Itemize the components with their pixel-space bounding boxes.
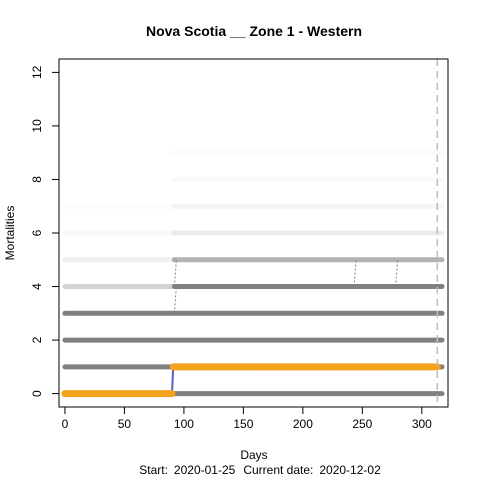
x-tick-label: 0 [62, 417, 69, 431]
y-tick-label: 8 [30, 176, 44, 183]
x-tick-label: 100 [174, 417, 194, 431]
y-axis-label: Mortalities [3, 206, 17, 261]
x-tick-label: 250 [352, 417, 372, 431]
y-tick-label: 6 [30, 229, 44, 236]
x-tick-label: 200 [293, 417, 313, 431]
y-tick-label: 4 [30, 283, 44, 290]
series-layer [61, 363, 441, 398]
x-axis-label: Days [240, 448, 267, 462]
grey-step-line [395, 259, 399, 287]
plot-frame [58, 58, 449, 408]
y-tick-label: 0 [30, 390, 44, 397]
grey-step-line [173, 259, 177, 287]
grey-step-line [173, 286, 177, 314]
x-tick-label: 300 [412, 417, 432, 431]
chart-title: Nova Scotia __ Zone 1 - Western [146, 23, 362, 39]
current-label: Current date: [243, 463, 313, 477]
y-tick-label: 10 [30, 119, 44, 133]
x-tick-label: 150 [233, 417, 253, 431]
grey-points-layer [62, 176, 445, 397]
current-date: 2020-12-02 [319, 463, 381, 477]
start-date: 2020-01-25 [174, 463, 236, 477]
grey-step-line [353, 259, 357, 287]
axis-layer: 0 50 100 150 200 250 300 0 2 4 6 8 10 12 [30, 59, 439, 431]
x-tick-label: 50 [118, 417, 132, 431]
observed-step-line [64, 365, 438, 395]
start-label: Start: [139, 463, 168, 477]
footer-text: Start: 2020-01-25 Current date: 2020-12-02 [139, 463, 381, 477]
y-tick-label: 2 [30, 336, 44, 343]
y-tick-label: 12 [30, 65, 44, 79]
